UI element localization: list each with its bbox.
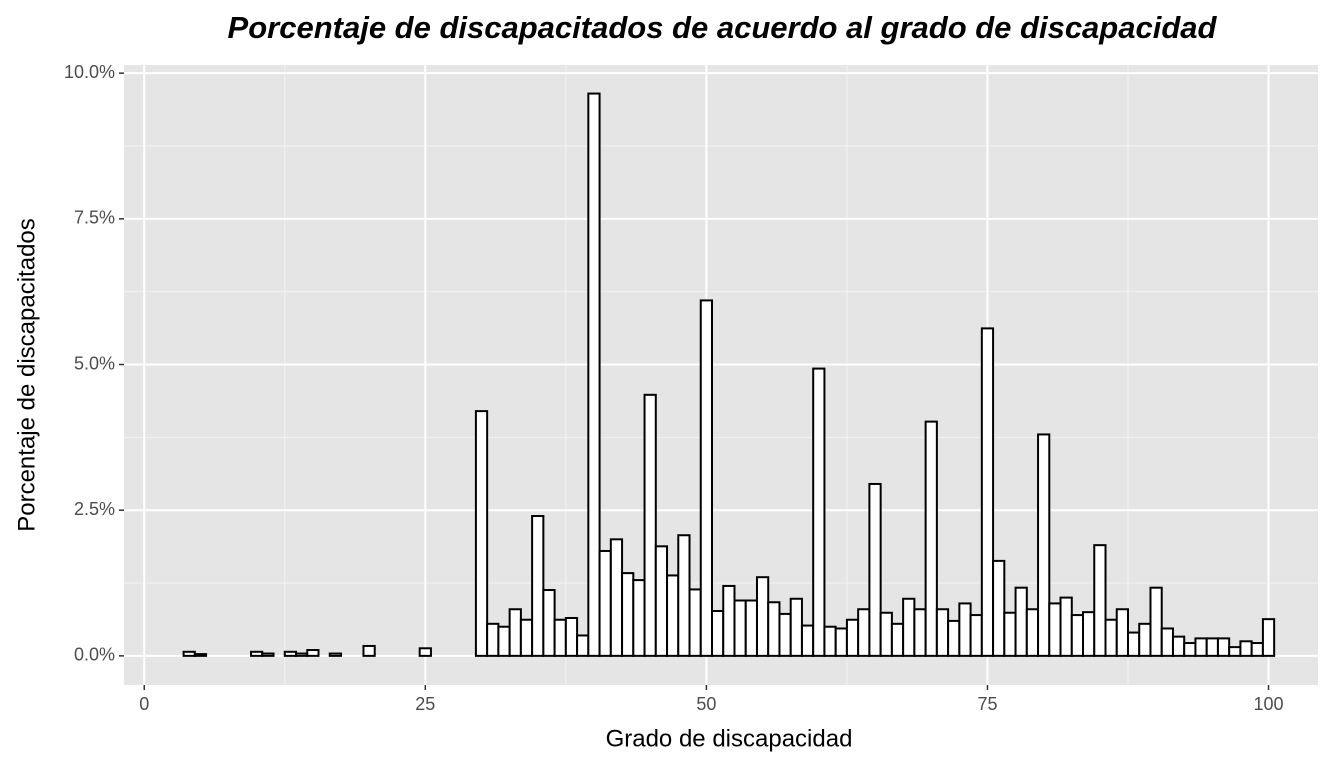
bar [576, 634, 590, 657]
bar [868, 482, 882, 657]
bar [812, 367, 826, 657]
bar [1216, 637, 1231, 657]
bar [722, 584, 736, 657]
y-tick-label: 5.0% [74, 353, 115, 373]
bar [1239, 640, 1253, 657]
bar [666, 574, 680, 657]
bar [1093, 544, 1107, 657]
panel [124, 65, 1318, 685]
bar [935, 608, 950, 657]
bar [711, 609, 725, 657]
bar [1037, 433, 1051, 657]
bar [958, 602, 972, 657]
bar [1014, 586, 1028, 657]
bar [1048, 602, 1062, 657]
bar [778, 612, 792, 657]
bar [1228, 646, 1242, 657]
bar [845, 618, 860, 657]
bar [564, 616, 579, 657]
bar [328, 652, 342, 657]
bar [553, 618, 567, 657]
bar [699, 299, 714, 657]
bar [283, 650, 298, 657]
bar [1205, 637, 1219, 657]
bar [306, 649, 320, 657]
bar [1149, 586, 1163, 657]
bar [1183, 642, 1197, 657]
bar [1025, 608, 1040, 657]
bar [947, 619, 961, 657]
bar [654, 545, 669, 657]
bar [913, 608, 927, 657]
bar [519, 618, 534, 657]
bar [1171, 635, 1186, 657]
bar [1194, 637, 1208, 657]
x-tick-label: 75 [977, 694, 997, 714]
bar [542, 589, 556, 657]
bar [834, 627, 848, 657]
x-tick-label: 50 [696, 694, 716, 714]
bar [1138, 622, 1152, 657]
bar [295, 652, 309, 657]
x-tick-label: 0 [139, 694, 149, 714]
bar [1003, 611, 1017, 657]
bar [800, 624, 815, 657]
bar [474, 410, 489, 657]
bar [632, 579, 646, 657]
bar [609, 538, 624, 657]
chart-title: Porcentaje de discapacitados de acuerdo … [228, 10, 1218, 45]
bar [980, 327, 995, 657]
y-axis-title: Porcentaje de discapacitados [13, 218, 40, 532]
bar [879, 611, 893, 657]
bar [362, 644, 376, 657]
bar [182, 650, 196, 657]
bar [1082, 611, 1096, 657]
bar [744, 599, 758, 657]
x-tick-label: 25 [415, 694, 435, 714]
bar [531, 515, 545, 657]
x-tick-label: 100 [1254, 694, 1284, 714]
bar [755, 576, 770, 657]
bar [1126, 631, 1141, 657]
bar [1059, 596, 1073, 657]
bar [643, 393, 657, 657]
bar [1261, 618, 1276, 657]
bar [992, 559, 1006, 657]
bar [1104, 618, 1118, 657]
bar [621, 572, 635, 657]
bar [767, 601, 781, 657]
y-tick-label: 0.0% [74, 645, 115, 665]
bar [924, 420, 938, 657]
bar [688, 588, 702, 657]
bar [418, 647, 432, 657]
bar [1160, 627, 1174, 657]
bar [677, 534, 691, 657]
bar [857, 608, 871, 657]
bar [587, 92, 601, 657]
bar [902, 597, 916, 657]
bar [823, 625, 837, 657]
bar [508, 608, 522, 657]
y-tick-label: 7.5% [74, 208, 115, 228]
bar [486, 622, 500, 657]
bar [969, 614, 983, 657]
bar [497, 625, 511, 657]
bar [1250, 642, 1264, 657]
bar [250, 650, 264, 657]
bar [261, 652, 275, 657]
bar [1070, 614, 1085, 657]
y-tick-label: 2.5% [74, 499, 115, 519]
y-tick-label: 10.0% [64, 62, 115, 82]
bar [1115, 608, 1129, 657]
bar [598, 549, 612, 657]
bar [789, 597, 803, 657]
bar [890, 622, 905, 657]
x-axis-title: Grado de discapacidad [606, 725, 853, 752]
bar [193, 653, 208, 657]
bar [733, 599, 747, 657]
